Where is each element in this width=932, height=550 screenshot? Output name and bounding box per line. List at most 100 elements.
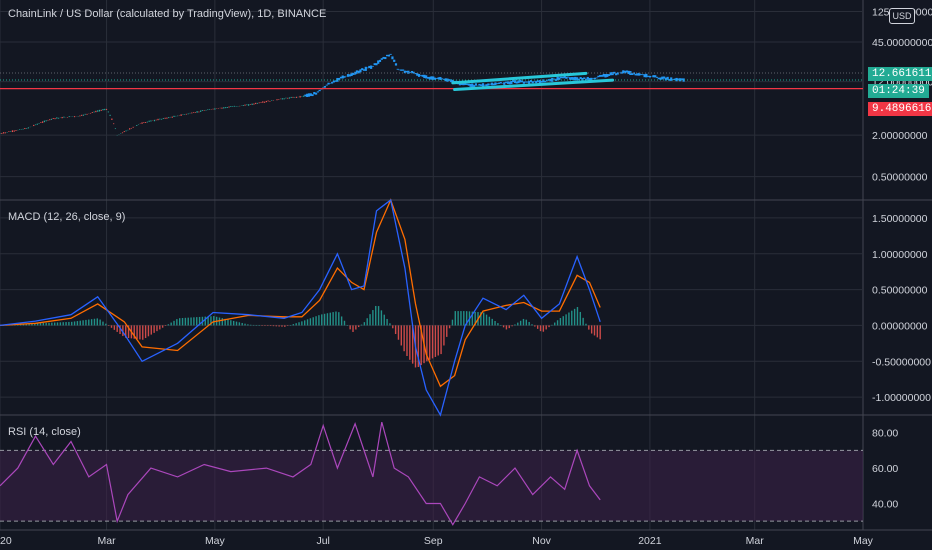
rsi-tick-label-1: 60.00 <box>872 463 898 475</box>
macd-histogram-bar <box>420 325 422 366</box>
macd-histogram-bar <box>429 325 431 360</box>
macd-histogram-bar <box>542 325 545 332</box>
x-tick-label-3: Jul <box>316 535 329 547</box>
x-tick-label-8: May <box>853 535 874 547</box>
macd-histogram-bar <box>360 324 363 326</box>
macd-histogram-bar <box>71 321 73 326</box>
macd-line <box>0 198 601 417</box>
trendline-1 <box>453 78 615 92</box>
x-tick-label-2: May <box>205 535 226 547</box>
macd-histogram-bar <box>34 323 36 326</box>
macd-histogram-bar <box>304 320 306 326</box>
rsi-pane-title: RSI (14, close) <box>8 426 81 438</box>
macd-histogram-bar <box>99 319 101 326</box>
macd-histogram-bar <box>36 323 39 326</box>
macd-histogram-bar <box>397 325 400 340</box>
macd-histogram-bar <box>500 325 502 326</box>
macd-histogram-bar <box>213 316 215 326</box>
macd-histogram-bar <box>73 321 76 326</box>
macd-tick-label-2: 0.50000000 <box>872 285 928 297</box>
macd-histogram-bar <box>525 319 528 326</box>
macd-histogram-bar <box>82 320 84 326</box>
macd-histogram-bar <box>318 315 320 326</box>
macd-histogram-bar <box>298 322 300 326</box>
macd-histogram-bar <box>576 307 579 326</box>
macd-histogram-bar <box>181 317 184 326</box>
macd-histogram-bar <box>522 318 525 326</box>
macd-histogram-bar <box>588 325 590 330</box>
macd-histogram-bar <box>261 325 263 326</box>
macd-histogram-bar <box>556 320 559 326</box>
macd-histogram-bar <box>451 319 454 326</box>
macd-histogram-bar <box>494 320 496 326</box>
macd-histogram-bar <box>596 325 599 338</box>
macd-histogram-bar <box>238 322 241 326</box>
macd-histogram-bar <box>264 325 266 326</box>
macd-histogram-bar <box>357 325 360 328</box>
macd-histogram-bar <box>502 325 505 328</box>
macd-histogram-bar <box>267 325 269 326</box>
macd-histogram-bar <box>62 322 64 326</box>
macd-histogram-bar <box>250 324 252 326</box>
x-tick-label-5: Nov <box>532 535 551 547</box>
macd-histogram-bar <box>312 317 314 326</box>
macd-histogram-bar <box>210 316 212 326</box>
macd-histogram-bar <box>571 310 573 326</box>
macd-histogram-bar <box>147 325 150 337</box>
macd-histogram-bar <box>463 311 465 326</box>
macd-histogram-bar <box>150 325 152 335</box>
macd-histogram-bar <box>573 308 576 326</box>
macd-histogram-bar <box>517 322 519 326</box>
macd-histogram-bar <box>187 317 189 326</box>
hline-price-badge: 9.48966168 <box>868 102 932 116</box>
macd-histogram-bar <box>28 323 30 326</box>
currency-toggle[interactable]: USD <box>889 8 915 24</box>
x-tick-label-0: 20 <box>0 535 12 547</box>
macd-histogram-bar <box>173 320 175 326</box>
macd-histogram-bar <box>406 325 408 356</box>
macd-histogram-bar <box>281 325 283 327</box>
macd-histogram-bar <box>196 317 198 326</box>
macd-histogram-bar <box>392 325 394 329</box>
macd-histogram-bar <box>536 325 539 329</box>
macd-histogram-bar <box>309 318 312 326</box>
macd-histogram-bar <box>207 316 209 326</box>
macd-histogram-bar <box>139 325 141 340</box>
macd-histogram-bar <box>65 322 67 326</box>
macd-histogram-bar <box>514 324 516 326</box>
macd-histogram-bar <box>315 316 317 326</box>
macd-histogram-bar <box>440 325 442 355</box>
macd-histogram-bar <box>235 321 238 326</box>
macd-histogram-bar <box>142 325 144 340</box>
macd-histogram-bar <box>227 319 229 326</box>
macd-histogram-bar <box>363 322 366 326</box>
macd-histogram-bar <box>93 318 96 326</box>
macd-histogram-bar <box>434 325 437 357</box>
macd-histogram-bar <box>482 312 485 326</box>
rsi-tick-label-2: 40.00 <box>872 498 898 510</box>
x-tick-label-1: Mar <box>97 535 116 547</box>
macd-histogram-bar <box>107 325 110 326</box>
macd-histogram-bar <box>332 312 334 326</box>
macd-histogram-bar <box>258 325 260 326</box>
macd-histogram-bar <box>289 325 292 326</box>
macd-histogram-bar <box>454 311 456 326</box>
macd-histogram-bar <box>176 319 178 326</box>
price-tick-label-1: 45.00000000 <box>872 37 932 49</box>
macd-histogram-bar <box>480 312 482 326</box>
macd-histogram-bar <box>230 320 232 326</box>
macd-histogram-bar <box>218 317 221 326</box>
macd-pane-title: MACD (12, 26, close, 9) <box>8 211 126 223</box>
macd-histogram-bar <box>167 324 170 326</box>
macd-histogram-bar <box>119 325 121 334</box>
macd-histogram-bar <box>59 322 62 326</box>
macd-histogram-bar <box>306 319 309 326</box>
macd-histogram-bar <box>193 317 195 326</box>
macd-histogram-bar <box>275 325 277 327</box>
macd-histogram-bar <box>465 311 468 326</box>
macd-histogram-bar <box>204 316 206 326</box>
macd-histogram-bar <box>389 323 391 326</box>
macd-histogram-bar <box>133 325 135 339</box>
macd-histogram-bar <box>343 320 346 326</box>
